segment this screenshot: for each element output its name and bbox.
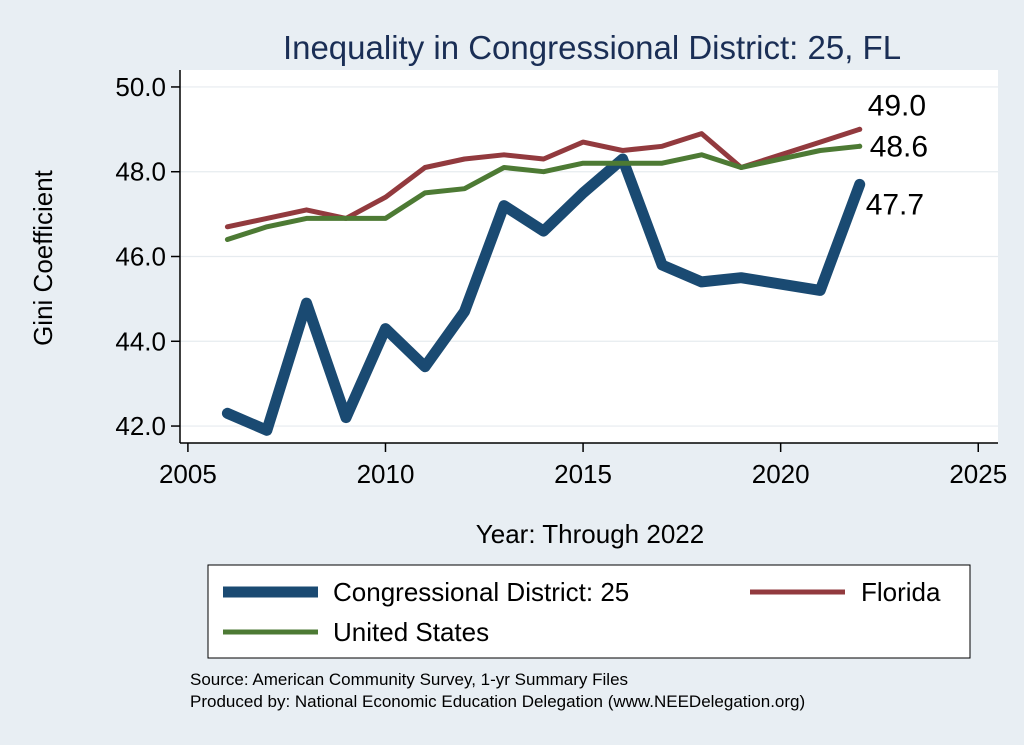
- series-lines: [221, 126, 866, 436]
- end-label-district: 47.7: [866, 188, 924, 221]
- source-note: Source: American Community Survey, 1-yr …: [190, 670, 628, 689]
- x-axis-title: Year: Through 2022: [476, 519, 704, 549]
- chart-title: Inequality in Congressional District: 25…: [283, 29, 901, 66]
- x-tick-label-2: 2015: [554, 459, 612, 489]
- y-axis-title: Gini Coefficient: [28, 169, 58, 346]
- series-line-us: [224, 143, 863, 242]
- y-tick-label-2: 46.0: [115, 242, 166, 272]
- y-tick-label-4: 50.0: [115, 72, 166, 102]
- legend-box: [207, 564, 971, 659]
- end-label-us: 48.6: [870, 130, 928, 163]
- legend-label-district: Congressional District: 25: [333, 577, 629, 607]
- legend-label-florida: Florida: [861, 577, 941, 607]
- x-tick-label-4: 2025: [949, 459, 1007, 489]
- end-labels: 47.7 49.0 48.6: [857, 89, 928, 221]
- y-tick-label-0: 42.0: [115, 411, 166, 441]
- x-axis-ticks: 2005 2010 2015 2020 2025: [159, 443, 1007, 489]
- series-line-florida: [224, 126, 863, 230]
- end-label-florida: 49.0: [868, 89, 926, 122]
- end-point-florida: [857, 126, 863, 132]
- x-tick-label-3: 2020: [752, 459, 810, 489]
- y-tick-label-1: 44.0: [115, 326, 166, 356]
- x-tick-label-1: 2010: [357, 459, 415, 489]
- y-tick-label-3: 48.0: [115, 157, 166, 187]
- legend-label-us: United States: [333, 617, 489, 647]
- y-axis-ticks: 42.0 44.0 46.0 48.0 50.0: [115, 72, 180, 441]
- x-tick-label-0: 2005: [159, 459, 217, 489]
- series-line-district: [221, 153, 866, 436]
- produced-by-note: Produced by: National Economic Education…: [190, 692, 805, 711]
- end-point-district: [857, 181, 863, 187]
- end-point-us: [857, 143, 863, 149]
